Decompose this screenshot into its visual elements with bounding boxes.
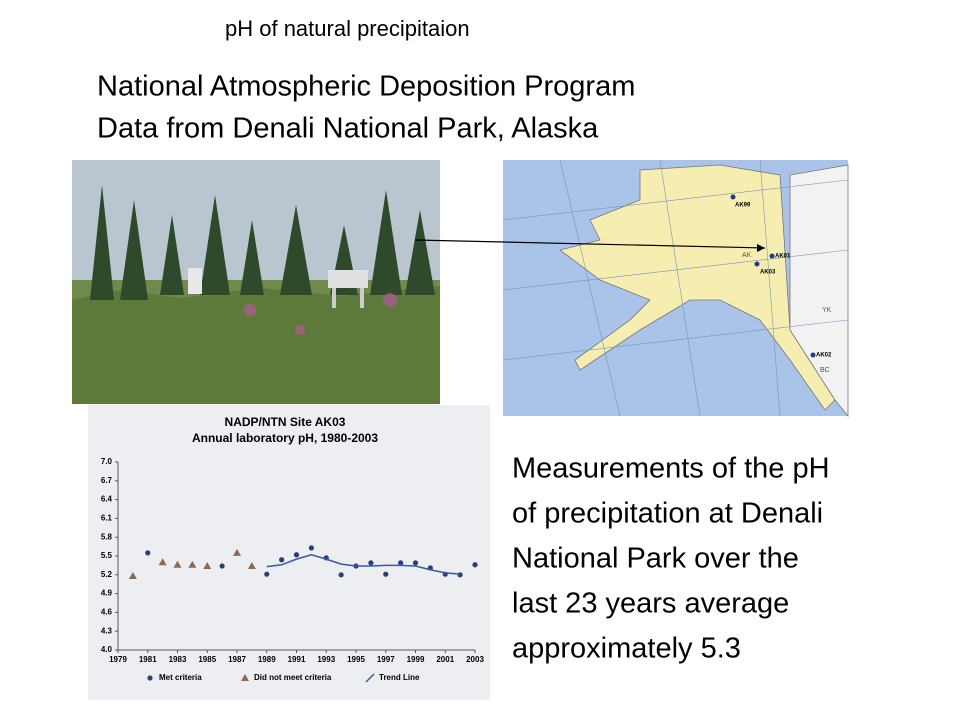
body-line: approximately 5.3 (512, 633, 741, 665)
chart-title: NADP/NTN Site AK03 (225, 415, 346, 429)
y-tick-label: 5.2 (101, 570, 113, 579)
y-tick-label: 4.9 (101, 589, 113, 598)
map-site-label: AK99 (735, 203, 751, 209)
data-point (188, 560, 197, 568)
x-tick-label: 1989 (258, 655, 276, 664)
x-tick-label: 1995 (347, 655, 365, 664)
x-tick-label: 1997 (377, 655, 395, 664)
data-point (398, 560, 404, 566)
chart-subtitle: Annual laboratory pH, 1980-2003 (192, 431, 378, 445)
map-site-label: AK02 (816, 353, 832, 359)
legend-label: Trend Line (379, 673, 420, 682)
map-region-label: BC (820, 367, 830, 374)
legend-label: Met criteria (159, 673, 202, 682)
data-point (472, 562, 478, 568)
data-point (383, 571, 389, 577)
x-tick-label: 1981 (139, 655, 157, 664)
data-point (338, 572, 344, 578)
y-tick-label: 4.6 (101, 608, 113, 617)
x-tick-label: 1991 (288, 655, 306, 664)
map-site-label: AK03 (760, 270, 776, 276)
map-region-label: YK (822, 307, 832, 314)
data-point (145, 550, 151, 556)
data-point (173, 560, 182, 568)
data-point (368, 560, 374, 566)
x-tick-label: 1979 (109, 655, 127, 664)
data-point (264, 571, 270, 577)
data-point (247, 562, 256, 570)
body-line: Measurements of the pH (512, 453, 830, 485)
x-tick-label: 1983 (169, 655, 187, 664)
x-tick-label: 1987 (228, 655, 246, 664)
heading-line: Data from Denali National Park, Alaska (97, 113, 599, 145)
data-point (158, 558, 167, 566)
y-tick-label: 5.8 (101, 532, 113, 541)
arrow-head (757, 244, 765, 252)
body-line: last 23 years average (512, 588, 789, 620)
data-point (233, 548, 241, 556)
y-tick-label: 4.0 (101, 645, 113, 654)
x-tick-label: 1985 (198, 655, 216, 664)
x-tick-label: 2003 (466, 655, 484, 664)
trend-line (266, 553, 461, 575)
heading-line: National Atmospheric Deposition Program (97, 71, 635, 103)
pointer-arrow (414, 239, 766, 249)
body-line: National Park over the (512, 543, 799, 575)
data-point (203, 562, 212, 570)
chart-background (88, 405, 490, 700)
x-tick-label: 2001 (436, 655, 454, 664)
data-point (293, 552, 300, 558)
y-tick-label: 6.1 (101, 514, 113, 523)
data-point (279, 557, 285, 563)
y-tick-label: 6.4 (101, 495, 113, 504)
y-tick-label: 5.5 (101, 551, 113, 560)
map: AK99 AK01 AK03 AK02 AK YK BC (502, 159, 849, 418)
data-point (457, 572, 463, 578)
data-point (219, 563, 225, 569)
x-tick-label: 1999 (407, 655, 425, 664)
data-point (308, 545, 314, 551)
data-point (128, 572, 137, 580)
legend-symbol (147, 675, 153, 681)
body-line: of precipitation at Denali (512, 498, 823, 530)
y-tick-label: 7.0 (101, 457, 113, 466)
map-region-label: AK (742, 252, 752, 259)
legend-label: Did not meet criteria (254, 673, 332, 682)
site-photo (72, 160, 440, 404)
y-tick-label: 6.7 (101, 476, 113, 485)
y-tick-label: 4.3 (101, 626, 113, 635)
slide-title: pH of natural precipitaion (225, 16, 470, 41)
legend-symbol (365, 673, 375, 683)
map-site-label: AK01 (775, 254, 791, 260)
legend-symbol (241, 674, 249, 681)
data-point (412, 560, 419, 566)
x-tick-label: 1993 (317, 655, 335, 664)
